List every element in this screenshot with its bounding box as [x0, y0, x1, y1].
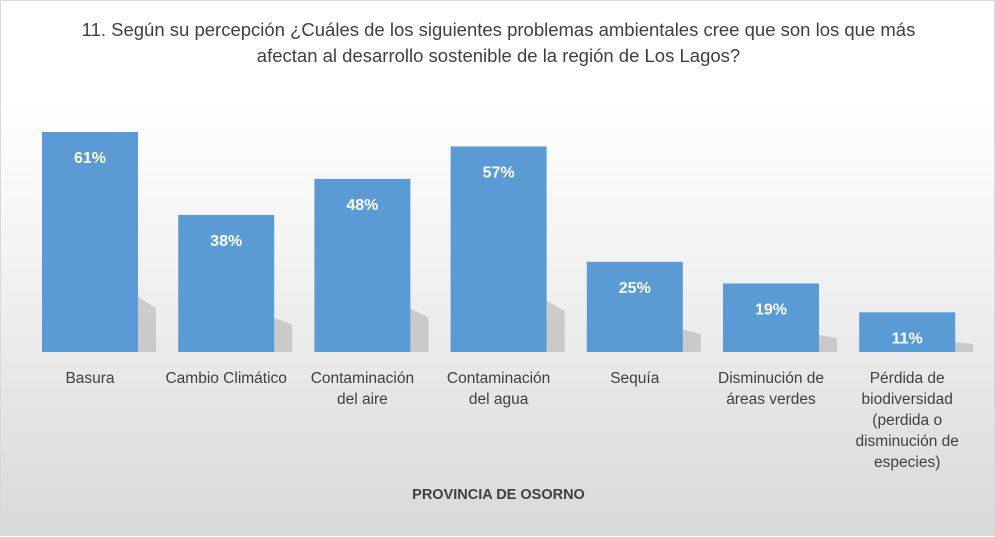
data-label: 19%	[755, 301, 787, 318]
bar-shadow	[546, 300, 565, 352]
category-label: Contaminación del agua	[447, 370, 550, 408]
bar-shadow	[138, 297, 156, 352]
bars-group	[42, 132, 956, 352]
category-labels-group: Basura Cambio Climático Contaminación del a…	[65, 370, 958, 471]
category-label: Pérdida de biodiversidad (perdida o disminu…	[855, 370, 958, 471]
bar	[859, 312, 956, 352]
data-labels-group: 61% 38% 48% 57% 25% 19% 11%	[74, 150, 923, 347]
category-label: Cambio Climático	[165, 370, 286, 387]
bar-shadow	[274, 317, 293, 352]
category-label: Basura	[65, 370, 114, 387]
bar-shadow	[819, 334, 837, 352]
data-label: 48%	[346, 197, 378, 214]
bar	[42, 132, 138, 352]
bar	[450, 146, 547, 352]
data-label: 25%	[619, 280, 651, 297]
data-label: 57%	[483, 164, 515, 181]
chart-title: 11. Según su percepción ¿Cuáles de los s…	[81, 19, 916, 66]
bar	[723, 283, 819, 352]
bar-shadows	[138, 297, 974, 352]
bar	[178, 214, 275, 352]
bar-shadow	[410, 308, 429, 352]
x-axis-label: PROVINCIA DE OSORNO	[412, 487, 585, 503]
bar	[586, 261, 683, 352]
category-label: Disminución de áreas verdes	[718, 370, 824, 408]
bar	[314, 178, 411, 352]
category-label: Sequía	[610, 370, 660, 387]
data-label: 11%	[892, 330, 923, 347]
category-label: Contaminación del aire	[311, 370, 414, 408]
bar-shadow	[955, 342, 974, 352]
data-label: 61%	[74, 150, 106, 167]
bar-shadow	[682, 329, 701, 352]
data-label: 38%	[210, 233, 242, 250]
